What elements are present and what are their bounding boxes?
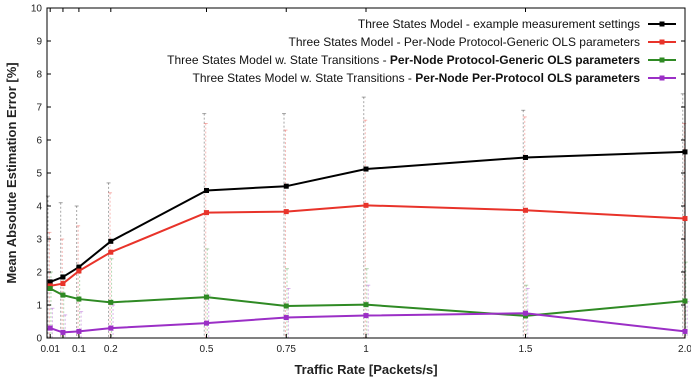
x-axis: 0.01 0.1 0.2 0.5 0.75 1 1.5 2.0 (40, 8, 691, 355)
data-point (682, 298, 688, 304)
data-point (682, 216, 688, 222)
y-tick-label: 9 (36, 37, 42, 48)
data-point (283, 209, 289, 215)
data-point (60, 274, 66, 280)
y-tick-label: 10 (31, 4, 43, 15)
data-point (363, 202, 369, 208)
x-tick-label: 0.1 (72, 344, 86, 355)
legend-marker (659, 21, 665, 27)
data-point (523, 310, 528, 316)
data-point (108, 249, 114, 255)
data-point (363, 166, 369, 172)
data-point (108, 299, 114, 305)
data-point (523, 207, 528, 213)
data-point (682, 149, 688, 155)
legend-label-normal: Three States Model w. State Transitions … (192, 71, 415, 85)
legend-marker (659, 57, 665, 63)
legend-label-normal: Three States Model - Per-Node Protocol-G… (289, 35, 640, 49)
data-point (363, 313, 369, 319)
data-point (204, 320, 209, 326)
data-point (682, 328, 688, 334)
series-line-2 (50, 204, 686, 287)
legend-marker (659, 39, 665, 45)
y-axis: 0 1 2 3 4 5 6 7 8 9 10 (31, 4, 685, 345)
legend: Three States Model - example measurement… (167, 17, 676, 85)
legend-label-normal: Three States Model - example measurement… (358, 17, 640, 31)
y-tick-label: 7 (36, 103, 42, 114)
y-axis-title: Mean Absolute Estimation Error [%] (4, 62, 19, 283)
x-tick-label: 1.5 (519, 344, 533, 355)
y-tick-label: 6 (36, 136, 42, 147)
legend-label-bold: Per-Node Per-Protocol OLS parameters (415, 71, 640, 85)
legend-label-normal: Three States Model w. State Transitions … (167, 53, 390, 67)
legend-label: Three States Model - example measurement… (358, 17, 640, 31)
x-tick-label: 0.01 (40, 344, 60, 355)
y-tick-label: 2 (36, 268, 42, 279)
data-point (204, 187, 209, 193)
y-tick-label: 0 (36, 334, 42, 345)
data-point (523, 313, 528, 319)
legend-label: Three States Model w. State Transitions … (192, 71, 640, 85)
legend-label-bold: Per-Node Protocol-Generic OLS parameters (390, 53, 640, 67)
y-tick-label: 5 (36, 169, 42, 180)
x-tick-label: 0.5 (200, 344, 214, 355)
data-point (47, 279, 53, 285)
data-point (47, 286, 53, 291)
data-point (108, 325, 114, 331)
data-point (60, 292, 66, 298)
x-tick-label: 0.2 (104, 344, 118, 355)
data-point (283, 303, 289, 309)
legend-label: Three States Model - Per-Node Protocol-G… (289, 35, 640, 49)
data-point (204, 210, 209, 216)
data-point (47, 325, 53, 331)
data-point (47, 283, 53, 289)
legend-label: Three States Model w. State Transitions … (167, 53, 640, 67)
y-tick-label: 8 (36, 70, 42, 81)
y-tick-label: 1 (36, 301, 42, 312)
x-tick-label: 0.75 (277, 344, 297, 355)
legend-marker (659, 75, 665, 81)
data-point (523, 154, 528, 160)
data-point (283, 315, 289, 321)
data-point (60, 329, 66, 335)
data-point (76, 268, 82, 274)
error-bars (45, 93, 690, 338)
data-point (204, 294, 209, 300)
data-point (76, 296, 82, 302)
y-tick-label: 4 (36, 202, 42, 213)
x-axis-title: Traffic Rate [Packets/s] (294, 362, 437, 377)
data-point (76, 328, 82, 334)
data-point (283, 183, 289, 189)
y-tick-label: 3 (36, 235, 42, 246)
data-point (60, 281, 66, 287)
x-tick-label: 2.0 (678, 344, 691, 355)
x-tick-label: 1 (363, 344, 369, 355)
data-point (363, 302, 369, 308)
data-point (76, 264, 82, 270)
data-point (108, 238, 114, 244)
series-lines (47, 149, 688, 335)
